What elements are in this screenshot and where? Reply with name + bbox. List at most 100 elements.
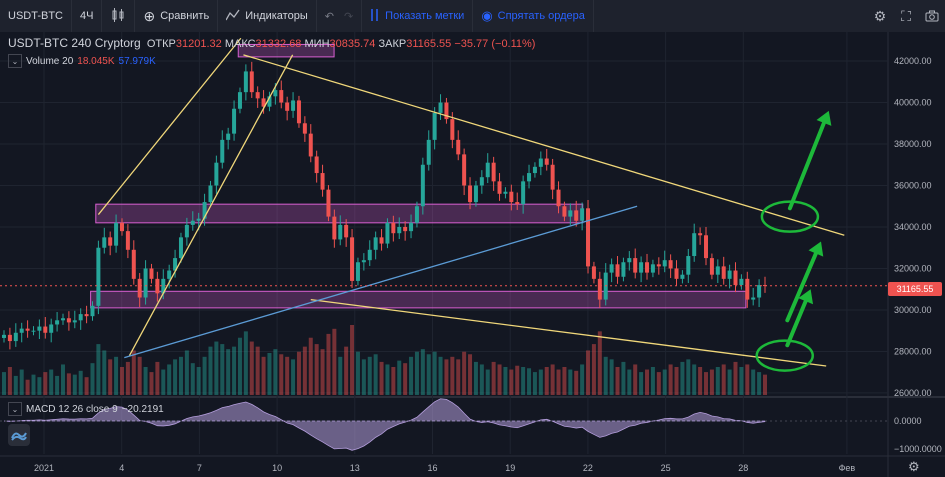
interval-button[interactable]: 4Ч [72,0,103,32]
candle-body [96,247,101,306]
candle-body [509,191,514,203]
volume-bar [338,356,343,395]
show-marks-button[interactable]: Показать метки [362,0,474,32]
macd-logo-icon[interactable] [8,424,30,446]
price-chart[interactable]: 26000.00 28000.00 30000.00 32000.00 34000.00… [0,32,945,477]
candle-body [550,164,555,190]
volume-bar [385,364,390,395]
volume-bar [291,359,296,395]
marks-icon [370,8,380,24]
candle-body [273,90,278,97]
plus-circle-icon: ⊕ [143,7,156,24]
volume-bar [656,372,661,395]
volume-bar [60,364,65,395]
candle-body [686,256,691,275]
low-value: 30835.74 [329,38,376,50]
open-value: 31201.32 [175,38,222,50]
candle-body [420,164,425,207]
indicators-button[interactable]: Индикаторы [218,0,317,32]
arrow-head [798,289,814,305]
redo-icon[interactable]: ↷ [343,10,354,23]
volume-bar [538,369,543,395]
arrow-head [808,241,824,257]
candle-body [2,334,6,338]
chart-type-button[interactable] [102,0,136,32]
settings-gear-icon[interactable]: ⚙ [873,7,887,24]
candle-body [615,264,620,277]
volume-bar [473,361,478,395]
high-label: МАКС [224,38,256,50]
candle-body [338,224,343,240]
macd-name: MACD 12 26 close 9 [26,403,118,415]
volume-bar [237,337,242,395]
volume-value-1: 18.045K [77,55,115,67]
candle-body [279,90,284,103]
volume-bar [125,361,130,395]
volume-bar [214,341,219,395]
highlight-ellipse [755,339,814,372]
volume-bar [597,331,602,395]
volume-bar [515,365,520,395]
volume-bar [355,351,360,395]
low-label: МИН [304,38,330,50]
candle-body [597,278,602,300]
candle-body [19,328,24,333]
volume-bar [709,369,714,395]
volume-bar [232,346,237,395]
candle-body [367,249,372,261]
candle-body [556,189,561,207]
volume-bar [562,367,567,395]
volume-bar [550,364,555,395]
hide-orders-label: Спрятать ордера [497,10,585,22]
volume-bar [190,363,195,395]
collapse-chevron-icon[interactable]: ⌄ [8,54,22,68]
hide-orders-button[interactable]: ◉ Спрятать ордера [473,0,594,32]
candle-body [627,258,632,263]
y-tick-label: 40000.00 [894,98,932,108]
camera-icon[interactable] [919,0,945,32]
compare-button[interactable]: ⊕ Сравнить [135,0,219,32]
top-toolbar: USDT-BTC 4Ч ⊕ Сравнить Индикаторы ↶ ↷ По… [0,0,945,33]
macd-histogram [3,398,766,451]
volume-bar [167,364,172,395]
candle-body [485,162,490,178]
macd-collapse-chevron-icon[interactable]: ⌄ [8,402,22,416]
volume-bar [456,359,461,395]
axis-settings-gear-icon[interactable]: ⚙ [908,459,920,474]
volume-bar [568,369,573,395]
candle-body [220,139,225,163]
candle-body [532,166,537,174]
candle-body [178,237,183,259]
volume-bar [668,364,673,395]
volume-bar [184,350,189,395]
x-tick-label: 2021 [34,463,54,473]
volume-bar [308,337,313,395]
symbol-button[interactable]: USDT-BTC [0,0,72,32]
x-tick-label: 13 [350,463,360,473]
volume-bar [414,351,419,395]
y-tick-label: 38000.00 [894,139,932,149]
volume-bar [532,372,537,395]
volume-bar [149,372,154,395]
volume-bar [645,369,650,395]
y-tick-label: 34000.00 [894,222,932,232]
volume-bar [19,369,24,395]
trendline-blue [124,205,638,359]
candle-body [84,314,89,317]
candle-body [391,222,396,234]
volume-bar [249,341,254,395]
x-tick-label: 7 [197,463,202,473]
zone-resistance_zone [95,203,584,224]
volume-bar [751,369,756,395]
candle-body [680,274,685,279]
fullscreen-icon[interactable]: ⛶ [901,7,911,24]
candle-body [379,237,384,244]
open-label: ОТКР [146,38,176,50]
volume-bar [509,369,514,395]
volume-bar [650,367,655,395]
volume-bar [391,367,396,395]
y-tick-label: 42000.00 [894,56,932,66]
undo-icon[interactable]: ↶ [324,10,334,23]
candle-body [397,226,402,234]
